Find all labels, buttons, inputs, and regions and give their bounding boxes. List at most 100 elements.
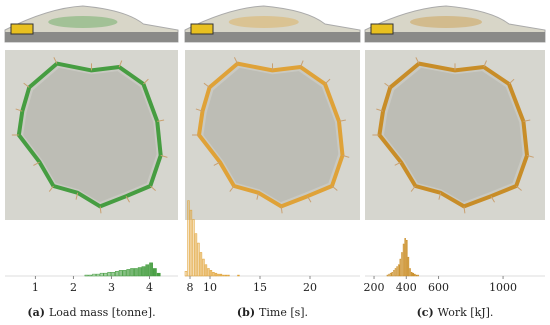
spike <box>233 57 238 64</box>
bar <box>389 272 392 277</box>
bar <box>202 258 205 277</box>
bar <box>388 273 390 277</box>
bar <box>145 264 150 277</box>
spike <box>415 57 420 64</box>
panel: 8 10 15 20 (b) Time [s]. <box>184 0 361 319</box>
bar <box>103 272 108 277</box>
bar <box>88 274 93 277</box>
bar <box>107 271 112 277</box>
spike <box>300 60 304 68</box>
bar <box>407 256 410 277</box>
spike <box>33 161 40 166</box>
spike <box>307 195 312 203</box>
spike <box>338 119 346 122</box>
bar <box>84 274 89 277</box>
spike <box>160 154 168 158</box>
bar <box>219 273 223 277</box>
bar <box>187 200 190 277</box>
bar <box>222 274 225 277</box>
bar <box>192 219 195 277</box>
spike <box>515 185 522 191</box>
spike <box>526 154 534 158</box>
x-tick-label: 3 <box>108 281 115 294</box>
bar <box>417 274 419 277</box>
spike <box>256 192 259 200</box>
spike <box>99 206 102 214</box>
bar <box>217 273 220 277</box>
bar <box>99 272 104 277</box>
bar <box>391 271 394 277</box>
bar <box>412 272 415 277</box>
x-tick-label: 1000 <box>489 281 517 294</box>
pile-surface <box>383 67 523 203</box>
spike <box>157 119 165 122</box>
bar <box>224 274 228 277</box>
spike <box>463 206 466 214</box>
pile-surface <box>203 67 339 203</box>
bar <box>214 272 218 277</box>
x-tick-label: 2 <box>70 281 77 294</box>
spike <box>280 206 283 214</box>
caption-label: (a) <box>27 306 45 319</box>
bar <box>153 268 157 277</box>
bar <box>207 268 210 277</box>
bar <box>393 270 395 277</box>
spike <box>53 57 58 64</box>
caption-label: (b) <box>237 306 255 319</box>
spike <box>23 82 30 88</box>
spike <box>410 185 416 192</box>
bar <box>118 270 123 277</box>
terrain-tint <box>228 16 299 28</box>
panorama-ground <box>365 32 545 42</box>
terrain-tint <box>410 16 482 28</box>
bar <box>386 274 389 277</box>
spike <box>229 185 235 192</box>
spike <box>15 108 23 112</box>
caption-text: Time [s]. <box>259 306 308 319</box>
bar <box>410 271 413 277</box>
caption: (c) Work [kJ]. <box>417 306 494 319</box>
caption-text: Load mass [tonne]. <box>49 306 156 319</box>
spike <box>48 185 54 192</box>
loader <box>10 23 34 35</box>
bar <box>111 271 115 277</box>
loader <box>370 23 394 35</box>
bar <box>237 274 240 277</box>
x-tick-label: 15 <box>253 281 267 294</box>
bar <box>396 266 398 277</box>
spike <box>143 78 149 85</box>
bar <box>209 270 213 277</box>
bar <box>149 262 153 277</box>
loader <box>190 23 214 35</box>
bar <box>126 269 131 277</box>
spike <box>490 195 495 203</box>
spike <box>213 161 221 166</box>
bar <box>96 273 100 277</box>
x-tick-label: 8 <box>187 281 194 294</box>
bar <box>402 243 405 277</box>
x-tick-label: 20 <box>303 281 317 294</box>
bar <box>197 242 200 277</box>
bar <box>212 271 215 277</box>
bar <box>156 272 161 277</box>
x-tick-label: 4 <box>146 281 153 294</box>
bar <box>409 268 411 277</box>
spike <box>483 60 487 68</box>
caption: (a) Load mass [tonne]. <box>27 306 155 319</box>
bar <box>204 264 208 277</box>
bar <box>406 239 408 277</box>
bar <box>141 266 146 277</box>
spike <box>118 60 123 68</box>
x-tick-label: 10 <box>203 281 217 294</box>
spike <box>203 82 210 88</box>
bar <box>194 233 198 277</box>
bar <box>189 209 193 277</box>
spike <box>149 185 156 191</box>
bar <box>397 264 400 277</box>
spike <box>394 161 402 166</box>
spike <box>523 119 531 122</box>
bar <box>199 252 203 277</box>
bar <box>92 273 96 277</box>
spike <box>324 78 331 85</box>
